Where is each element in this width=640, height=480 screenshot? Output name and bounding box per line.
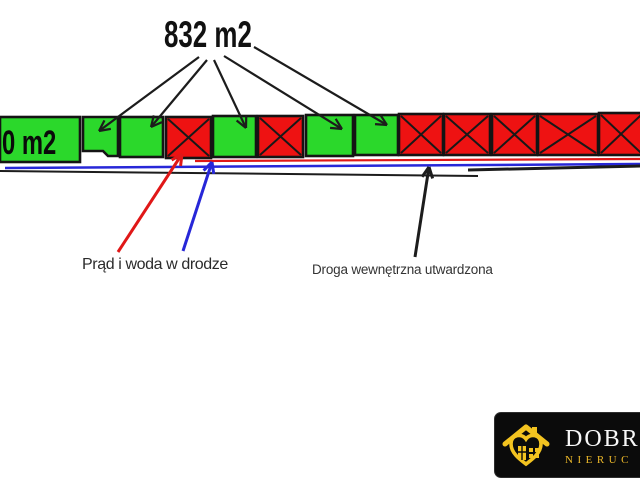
plot-cross-line <box>445 115 489 154</box>
area-size-label: 832 m2 <box>164 14 252 55</box>
plot-cross-line <box>493 115 536 154</box>
area-arrow-5-head <box>379 114 388 126</box>
area-arrow-3-head <box>235 119 247 129</box>
area-arrow-4-head <box>334 118 343 130</box>
area-arrow-4 <box>223 55 343 130</box>
area-arrow-3 <box>213 59 247 129</box>
area-arrow-4-head <box>329 126 343 131</box>
area-arrow-5-head <box>374 123 388 127</box>
road-edge-line <box>0 170 479 177</box>
logo-sub-text: NIERUC <box>565 454 633 466</box>
road-arrow-head <box>427 166 435 179</box>
water-line <box>4 162 640 170</box>
utilities-label: Prąd i woda w drodze <box>82 256 228 273</box>
area-arrow-1-head <box>98 127 112 133</box>
plot <box>81 115 120 158</box>
water-arrow-head <box>202 160 214 172</box>
plot-cross-line <box>539 115 597 154</box>
road-arrow-head <box>420 166 431 178</box>
area-arrow-1 <box>98 56 200 132</box>
agency-logo: DOBR NIERUC <box>494 412 640 478</box>
plot-cross-line <box>600 114 640 154</box>
plot-cross-line <box>259 117 302 156</box>
power-arrow-head <box>170 152 183 162</box>
house-icon <box>502 424 550 467</box>
power-arrow <box>116 153 184 253</box>
left-plot-size-label: 0 m2 <box>2 124 57 162</box>
logo-brand-text: DOBR <box>565 426 640 452</box>
plot <box>211 114 258 159</box>
area-arrow-5 <box>253 46 388 126</box>
area-arrow-2 <box>150 59 208 128</box>
road-label: Droga wewnętrzna utwardzona <box>312 262 493 277</box>
area-arrow-2-head <box>149 115 155 128</box>
road-edge-line-thick <box>467 164 640 172</box>
power-arrow-head <box>179 153 184 167</box>
water-arrow <box>181 161 214 252</box>
water-arrow-head <box>210 161 216 175</box>
area-arrow-1-head <box>98 119 106 132</box>
power-line <box>194 157 640 163</box>
plot-cross-line <box>400 115 442 154</box>
plot <box>353 113 400 157</box>
plot-cross-line <box>167 118 210 157</box>
road-arrow <box>413 166 431 258</box>
area-arrow-2-head <box>150 121 163 129</box>
plot <box>0 115 82 164</box>
plot <box>118 115 165 159</box>
